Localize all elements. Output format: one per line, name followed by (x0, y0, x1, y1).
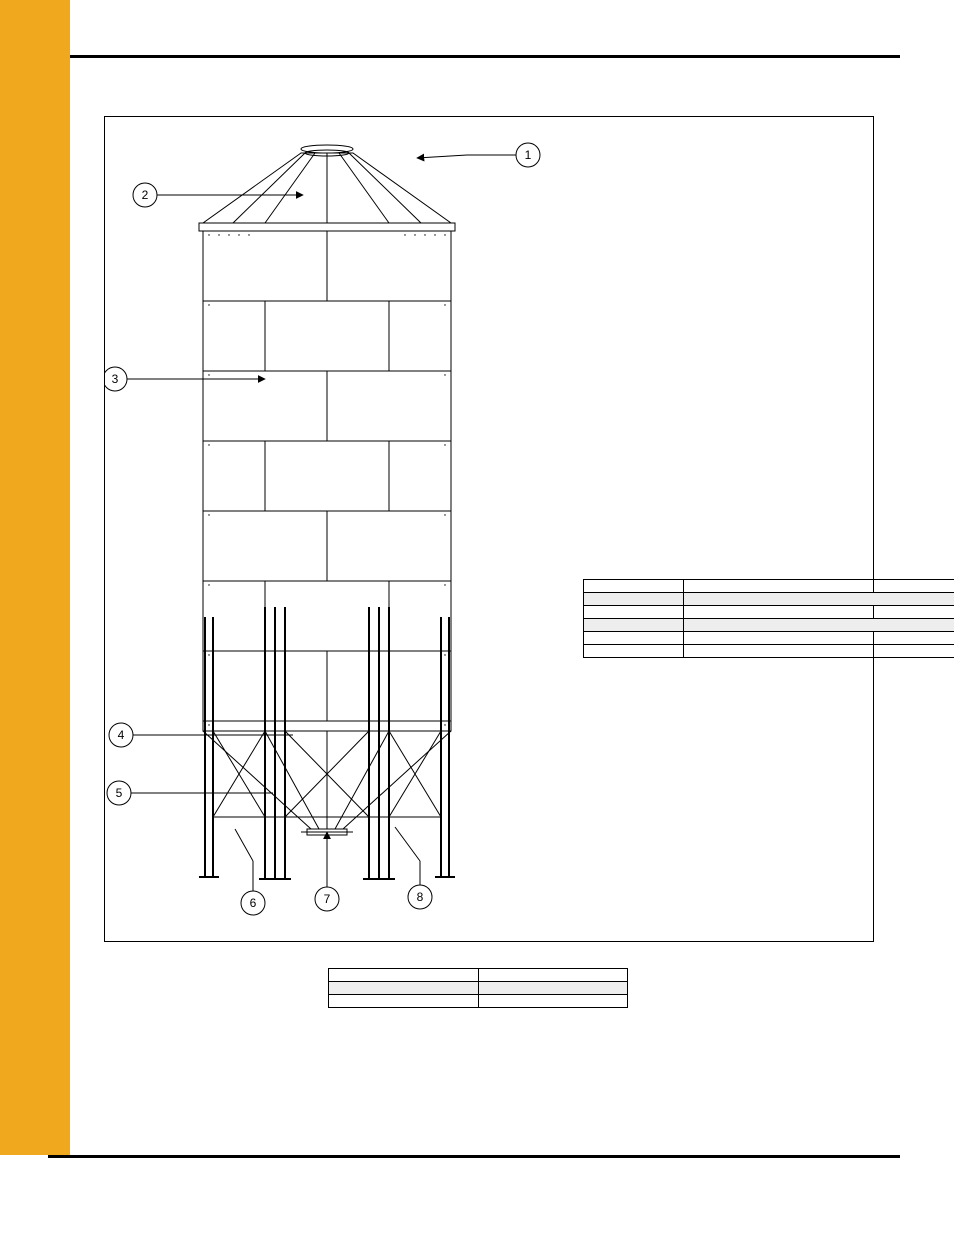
tbl1-h1 (584, 580, 684, 593)
tbl1-r2c1 (584, 606, 684, 619)
tbl1-r5c1 (584, 645, 684, 658)
figure-frame: 1 2 3 4 5 6 7 8 (104, 116, 874, 942)
tbl2-r1c1 (329, 982, 479, 995)
bottom-rule (48, 1155, 900, 1158)
callout-number-6: 6 (250, 896, 257, 910)
tbl2-r2c1 (329, 995, 479, 1008)
callout-number-3: 3 (112, 372, 119, 386)
tbl1-r2c2 (684, 606, 954, 619)
tbl1-r3c1 (584, 619, 684, 632)
silo-diagram: 1 2 3 4 5 6 7 8 (105, 117, 873, 941)
tbl2-r1c2 (478, 982, 628, 995)
tbl2-h2 (478, 969, 628, 982)
callout-number-8: 8 (417, 890, 424, 904)
tbl1-r1c2 (684, 593, 954, 606)
tbl1-h2 (684, 580, 954, 593)
tbl2-h1 (329, 969, 479, 982)
callout-number-7: 7 (324, 892, 331, 906)
tbl1-r1c1 (584, 593, 684, 606)
tbl2-r2c2 (478, 995, 628, 1008)
tbl1-r5c2 (684, 645, 954, 658)
callout-number-2: 2 (142, 188, 149, 202)
tbl1-r4c1 (584, 632, 684, 645)
tbl1-r3c2 (684, 619, 954, 632)
callout-number-1: 1 (525, 148, 532, 162)
left-sidebar (0, 0, 70, 1155)
callout-number-4: 4 (118, 728, 125, 742)
lower-table (328, 968, 628, 1008)
top-rule (70, 55, 900, 58)
callout-number-5: 5 (116, 786, 123, 800)
tbl1-r4c2 (684, 632, 954, 645)
ref-table (583, 579, 954, 658)
